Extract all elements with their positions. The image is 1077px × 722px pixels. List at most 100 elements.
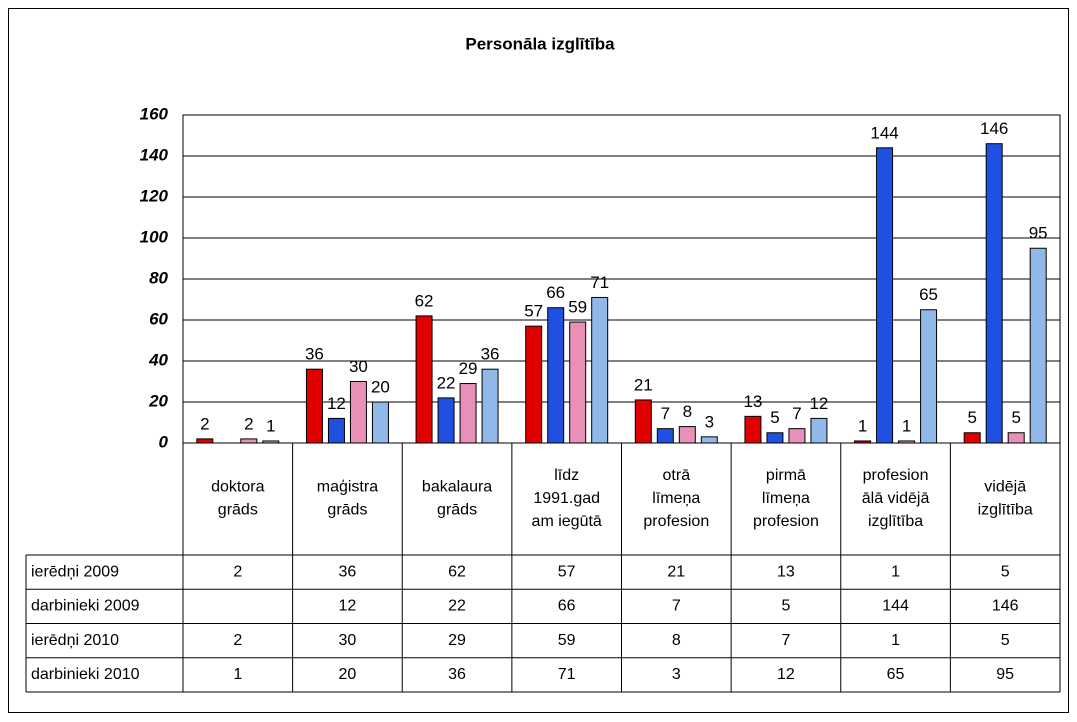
category-label: bakalaura grāds	[422, 479, 492, 519]
category-label: profesion ālā vidējā izglītība	[862, 467, 930, 530]
table-cell: 1	[891, 632, 900, 649]
y-tick-label: 100	[140, 227, 169, 246]
bar	[854, 440, 872, 444]
y-tick-label: 80	[149, 268, 168, 287]
data-label: 1	[266, 416, 275, 435]
legend-label: darbinieki 2010	[31, 666, 140, 683]
bar	[240, 438, 258, 444]
category-label: maģistra grāds	[317, 478, 378, 519]
table-cell: 21	[667, 563, 685, 580]
table-cell: 22	[448, 598, 466, 615]
y-tick-label: 60	[149, 309, 168, 328]
data-label: 2	[244, 414, 253, 433]
bar	[700, 436, 718, 444]
table-cell: 36	[339, 563, 357, 580]
data-label: 21	[634, 375, 653, 394]
bar	[985, 143, 1003, 444]
data-label: 3	[705, 412, 714, 431]
table-cell: 62	[448, 563, 466, 580]
bar	[876, 147, 894, 444]
table-cell: 29	[448, 632, 466, 649]
table-cell: 95	[996, 666, 1014, 683]
data-label: 146	[980, 119, 1008, 138]
category-label: doktora grāds	[211, 479, 264, 519]
table-cell: 66	[558, 598, 576, 615]
bar	[481, 368, 499, 444]
category-label: vidējā izglītība	[978, 479, 1033, 519]
bar	[1029, 247, 1047, 444]
bar	[898, 440, 916, 444]
data-label: 1	[902, 416, 911, 435]
data-label: 36	[305, 345, 324, 364]
category-label: otrā līmeņa profesion	[643, 467, 709, 530]
bar	[547, 307, 565, 444]
data-label: 7	[792, 404, 801, 423]
table-cell: 65	[887, 666, 905, 683]
data-label: 5	[967, 408, 976, 427]
legend-label: darbinieki 2009	[31, 598, 140, 615]
table-cell: 57	[558, 563, 576, 580]
bar	[788, 428, 806, 444]
data-label: 66	[546, 283, 565, 302]
table-cell: 5	[1001, 632, 1010, 649]
table-cell: 5	[781, 598, 790, 615]
bar	[656, 428, 674, 444]
data-label: 5	[1011, 408, 1020, 427]
y-tick-label: 20	[148, 391, 168, 410]
bar	[525, 325, 543, 444]
data-label: 8	[683, 402, 692, 421]
table-cell: 3	[672, 666, 681, 683]
y-tick-label: 160	[140, 104, 169, 123]
data-label: 36	[481, 345, 500, 364]
bar	[1007, 432, 1025, 444]
data-label: 30	[349, 357, 368, 376]
category-label: līdz 1991.gad am iegūtā	[532, 467, 602, 530]
y-tick-label: 40	[148, 350, 168, 369]
table-cell: 7	[672, 598, 681, 615]
table-cell: 30	[339, 632, 357, 649]
table-cell: 71	[558, 666, 576, 683]
data-label: 59	[568, 298, 587, 317]
category-label: pirmā līmeņa profesion	[753, 467, 819, 530]
data-label: 20	[371, 377, 390, 396]
table-cell: 20	[339, 666, 357, 683]
table-cell: 12	[777, 666, 795, 683]
table-cell: 5	[1001, 563, 1010, 580]
data-label: 29	[459, 359, 478, 378]
bar	[415, 315, 433, 444]
bar	[744, 415, 762, 444]
data-label: 1	[858, 416, 867, 435]
data-label: 12	[809, 394, 828, 413]
bar	[569, 321, 587, 444]
y-tick-label: 0	[159, 432, 169, 451]
data-label: 95	[1029, 224, 1048, 243]
table-cell: 8	[672, 632, 681, 649]
table-cell: 12	[339, 598, 357, 615]
data-label: 22	[437, 373, 456, 392]
table-cell: 59	[558, 632, 576, 649]
table-cell: 2	[233, 632, 242, 649]
data-label: 7	[661, 404, 670, 423]
data-label: 13	[743, 392, 762, 411]
bar	[349, 381, 367, 444]
bar	[766, 432, 784, 444]
data-label: 144	[870, 123, 898, 142]
table-cell: 7	[781, 632, 790, 649]
legend-label: ierēdņi 2009	[31, 563, 119, 580]
data-label: 62	[415, 291, 434, 310]
bar	[678, 426, 696, 444]
bar	[810, 417, 828, 444]
chart-title: Personāla izglītība	[465, 34, 615, 53]
data-label: 5	[770, 408, 779, 427]
y-tick-label: 140	[140, 145, 169, 164]
bar	[591, 296, 609, 444]
data-label: 57	[524, 302, 543, 321]
table-cell: 144	[882, 598, 909, 615]
bar	[963, 432, 981, 444]
bar	[459, 383, 477, 444]
table-cell: 1	[233, 666, 242, 683]
bar	[371, 401, 389, 444]
data-label: 65	[919, 285, 938, 304]
table-cell: 36	[448, 666, 466, 683]
bar	[327, 417, 345, 444]
